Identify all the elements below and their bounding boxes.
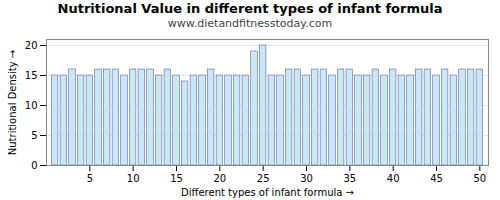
svg-text:45: 45 — [430, 173, 443, 184]
svg-text:25: 25 — [257, 173, 270, 184]
svg-text:10: 10 — [127, 173, 140, 184]
svg-text:20: 20 — [25, 40, 38, 51]
svg-text:10: 10 — [25, 100, 38, 111]
svg-text:Different types of infant form: Different types of infant formula → — [181, 187, 354, 198]
svg-text:5: 5 — [87, 173, 93, 184]
svg-text:15: 15 — [25, 70, 38, 81]
svg-text:5: 5 — [31, 130, 37, 141]
html-text:www.dietandfitnesstoday.com: www.dietandfitnesstoday.com — [167, 17, 333, 30]
svg-text:35: 35 — [343, 173, 356, 184]
svg-text:0: 0 — [31, 160, 37, 171]
svg-text:20: 20 — [213, 173, 226, 184]
html-text:Nutritional Value in different: Nutritional Value in different types of … — [57, 1, 443, 16]
svg-text:30: 30 — [300, 173, 313, 184]
svg-text:40: 40 — [387, 173, 400, 184]
svg-text:Nutritional Density →: Nutritional Density → — [7, 50, 18, 155]
svg-text:15: 15 — [170, 173, 183, 184]
svg-text:50: 50 — [473, 173, 486, 184]
